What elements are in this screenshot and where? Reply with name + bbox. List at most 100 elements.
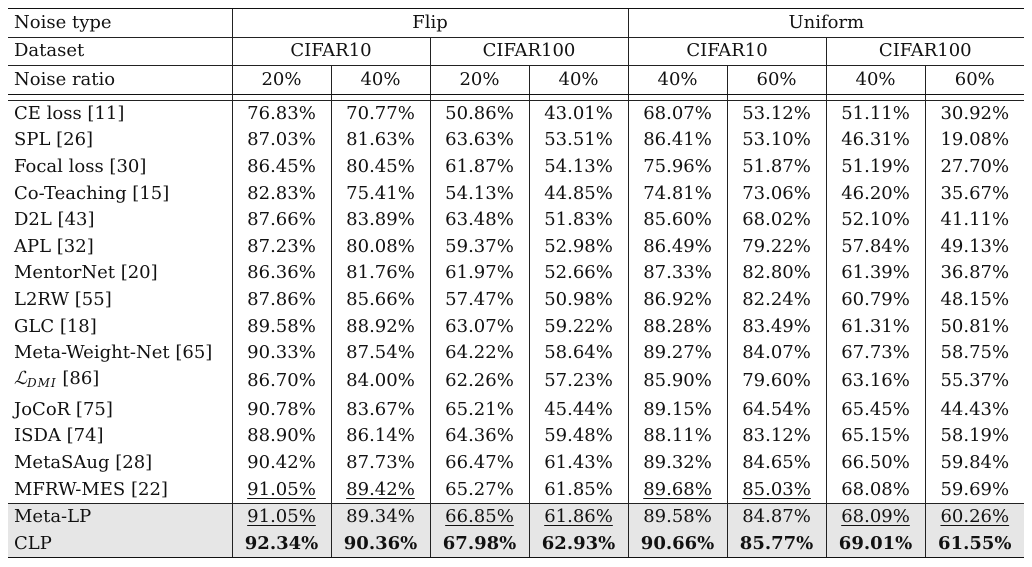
accuracy-value: 66.47% (445, 451, 514, 473)
accuracy-cell: 74.81% (627, 180, 728, 207)
group-flip: Flip (231, 8, 629, 37)
accuracy-value: 59.37% (445, 235, 514, 257)
accuracy-cell: 89.32% (627, 449, 728, 477)
accuracy-cell: 87.03% (231, 127, 331, 154)
accuracy-value: 51.87% (742, 155, 811, 177)
accuracy-cell: 59.48% (528, 423, 629, 450)
accuracy-value: 89.42% (346, 478, 415, 500)
accuracy-value: 65.45% (841, 398, 910, 420)
accuracy-cell: 55.37% (924, 366, 1025, 397)
accuracy-cell: 53.10% (726, 127, 827, 154)
accuracy-value: 81.63% (346, 129, 415, 151)
results-table: Noise type Flip Uniform Dataset CIFAR10 … (8, 8, 1025, 559)
table-row: Focal loss [30] 86.45% 80.45% 61.87% 54.13% 7… (8, 153, 1025, 181)
accuracy-cell: 64.36% (429, 423, 529, 450)
method-name: MFRW-MES [22] (14, 478, 168, 500)
accuracy-cell: 68.02% (726, 206, 827, 234)
accuracy-value: 86.45% (247, 155, 316, 177)
method-name: Co-Teaching [15] (14, 182, 170, 204)
accuracy-cell: 88.28% (627, 313, 728, 340)
accuracy-value: 30.92% (940, 102, 1010, 124)
accuracy-value: 52.10% (841, 209, 910, 231)
accuracy-value: 53.12% (742, 102, 811, 124)
accuracy-value: 67.73% (841, 342, 910, 364)
accuracy-value: 59.69% (940, 478, 1010, 500)
table-row: Co-Teaching [15] 82.83% 75.41% 54.13% 44.85%… (8, 180, 1025, 207)
accuracy-value: 53.51% (544, 129, 613, 151)
accuracy-value: 53.10% (742, 129, 811, 151)
accuracy-cell: 81.76% (330, 260, 430, 287)
accuracy-cell: 68.09% (825, 502, 926, 531)
accuracy-value: 63.07% (445, 315, 514, 337)
accuracy-value: 44.43% (940, 398, 1010, 420)
table-row: L2RW [55] 87.86% 85.66% 57.47% 50.98% 86.92% 8… (8, 286, 1025, 314)
accuracy-cell: 61.87% (429, 153, 529, 181)
accuracy-cell: 80.08% (330, 233, 430, 261)
accuracy-cell: 58.75% (924, 339, 1025, 367)
accuracy-value: 58.64% (544, 342, 613, 364)
accuracy-cell: 50.98% (528, 286, 629, 314)
accuracy-cell: 50.86% (429, 99, 529, 128)
accuracy-value: 88.28% (643, 315, 712, 337)
method-name: L2RW [55] (14, 288, 112, 310)
dataset-label: Dataset (8, 36, 232, 66)
accuracy-value: 62.93% (541, 532, 616, 554)
accuracy-value: 41.11% (940, 209, 1010, 231)
table-row: MFRW-MES [22] 91.05% 89.42% 65.27% 61.85% 89.… (8, 476, 1025, 504)
accuracy-cell: 61.85% (528, 476, 629, 504)
accuracy-cell: 52.66% (528, 260, 629, 287)
accuracy-cell: 76.83% (231, 99, 331, 128)
accuracy-value: 88.11% (643, 425, 712, 447)
accuracy-value: 44.85% (544, 182, 613, 204)
accuracy-cell: 89.27% (627, 339, 728, 367)
accuracy-cell: 59.84% (924, 449, 1025, 477)
accuracy-value: 86.14% (346, 425, 415, 447)
accuracy-cell: 83.12% (726, 423, 827, 450)
accuracy-cell: 86.36% (231, 260, 331, 287)
accuracy-value: 68.07% (643, 102, 712, 124)
accuracy-value: 50.86% (445, 102, 514, 124)
accuracy-value: 88.92% (346, 315, 415, 337)
method-script-letter: ℒ (14, 368, 27, 390)
accuracy-cell: 81.63% (330, 127, 430, 154)
accuracy-value: 49.13% (940, 235, 1010, 257)
accuracy-value: 54.13% (445, 182, 514, 204)
accuracy-cell: 84.65% (726, 449, 827, 477)
method-name: SPL [26] (14, 129, 94, 151)
accuracy-value: 89.58% (247, 315, 316, 337)
accuracy-value: 79.60% (742, 370, 811, 392)
accuracy-cell: 58.64% (528, 339, 629, 367)
accuracy-value: 79.22% (742, 235, 811, 257)
accuracy-cell: 85.77% (726, 530, 827, 559)
accuracy-cell: 60.79% (825, 286, 926, 314)
method-name: D2L [43] (14, 209, 95, 231)
group-uniform: Uniform (627, 8, 1025, 37)
accuracy-cell: 90.66% (627, 530, 728, 559)
accuracy-value: 61.55% (938, 532, 1012, 554)
accuracy-value: 74.81% (643, 182, 712, 204)
method-name: MetaSAug [28] (14, 451, 153, 473)
accuracy-value: 59.22% (544, 315, 613, 337)
accuracy-cell: 69.01% (825, 530, 926, 559)
accuracy-value: 66.50% (841, 451, 910, 473)
table-row: D2L [43] 87.66% 83.89% 63.48% 51.83% 85.60% 68… (8, 206, 1025, 234)
accuracy-value: 27.70% (940, 155, 1010, 177)
accuracy-value: 59.48% (544, 425, 613, 447)
table-row: Meta-LP 91.05% 89.34% 66.85% 61.86% 89.58% 84.… (8, 502, 1025, 531)
accuracy-cell: 79.22% (726, 233, 827, 261)
accuracy-value: 58.19% (940, 425, 1010, 447)
accuracy-value: 65.21% (445, 398, 514, 420)
accuracy-cell: 30.92% (924, 99, 1025, 128)
accuracy-value: 73.06% (742, 182, 811, 204)
accuracy-cell: 54.13% (429, 180, 529, 207)
accuracy-cell: 87.73% (330, 449, 430, 477)
accuracy-value: 64.22% (445, 342, 514, 364)
accuracy-value: 87.73% (346, 451, 415, 473)
accuracy-value: 64.54% (742, 398, 811, 420)
accuracy-cell: 86.14% (330, 423, 430, 450)
accuracy-cell: 51.83% (528, 206, 629, 234)
accuracy-cell: 44.85% (528, 180, 629, 207)
accuracy-value: 87.03% (247, 129, 316, 151)
table-row: ℒDMI [86] 86.70% 84.00% 62.26% 57.23% 85.90% 7… (8, 366, 1025, 397)
accuracy-cell: 90.36% (330, 530, 430, 559)
